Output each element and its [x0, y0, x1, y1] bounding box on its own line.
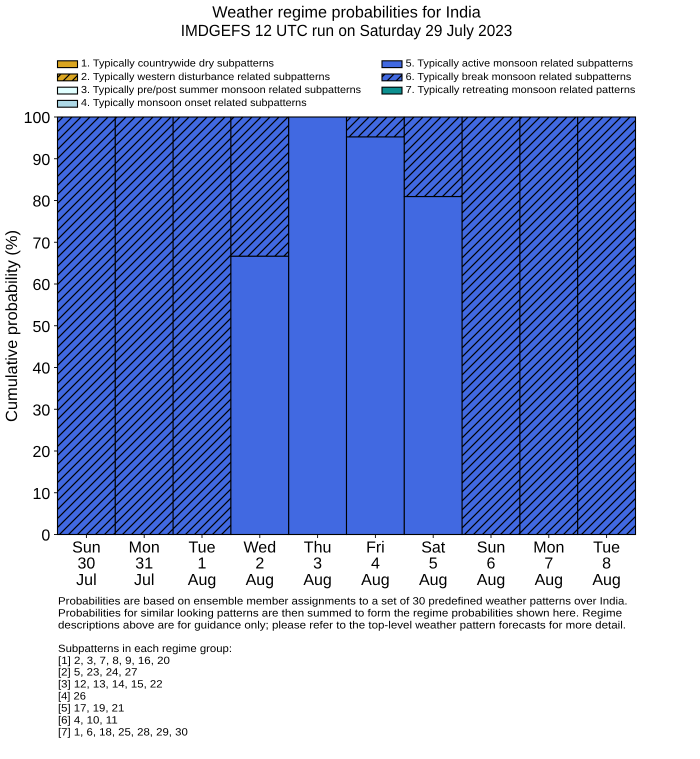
- svg-text:4: 4: [371, 556, 380, 573]
- svg-text:Sun: Sun: [72, 539, 100, 556]
- svg-text:Jul: Jul: [76, 572, 96, 589]
- svg-text:Fri: Fri: [366, 539, 385, 556]
- svg-text:[4] 26: [4] 26: [58, 691, 86, 703]
- svg-text:2: 2: [255, 556, 264, 573]
- svg-text:[3] 12, 13, 14, 15, 22: [3] 12, 13, 14, 15, 22: [58, 679, 163, 691]
- svg-text:30: 30: [78, 556, 96, 573]
- svg-text:Probabilities for similar look: Probabilities for similar looking patter…: [58, 608, 622, 620]
- svg-text:IMDGEFS 12 UTC run on Saturday: IMDGEFS 12 UTC run on Saturday 29 July 2…: [181, 22, 513, 40]
- svg-text:70: 70: [33, 235, 51, 252]
- svg-text:7: 7: [544, 556, 553, 573]
- svg-text:1: 1: [198, 556, 207, 573]
- svg-text:100: 100: [24, 110, 51, 127]
- svg-text:[2] 5, 23, 24, 27: [2] 5, 23, 24, 27: [58, 667, 138, 679]
- svg-text:Tue: Tue: [593, 539, 620, 556]
- svg-text:Thu: Thu: [304, 539, 332, 556]
- svg-text:descriptions above are for gui: descriptions above are for guidance only…: [58, 620, 626, 632]
- svg-text:Mon: Mon: [533, 539, 564, 556]
- svg-text:Cumulative probability (%): Cumulative probability (%): [3, 230, 21, 422]
- svg-text:Aug: Aug: [535, 572, 563, 589]
- svg-text:6: 6: [487, 556, 496, 573]
- svg-text:Aug: Aug: [592, 572, 620, 589]
- svg-text:1. Typically countrywide dry s: 1. Typically countrywide dry subpatterns: [81, 59, 274, 70]
- svg-text:Tue: Tue: [189, 539, 216, 556]
- svg-text:5: 5: [429, 556, 438, 573]
- svg-text:7. Typically retreating monsoo: 7. Typically retreating monsoon related …: [406, 85, 636, 96]
- svg-text:Jul: Jul: [134, 572, 154, 589]
- svg-text:3: 3: [313, 556, 322, 573]
- svg-text:10: 10: [33, 486, 51, 503]
- svg-text:8: 8: [602, 556, 611, 573]
- svg-text:2. Typically western disturban: 2. Typically western disturbance related…: [81, 72, 330, 83]
- svg-text:4. Typically monsoon onset rel: 4. Typically monsoon onset related subpa…: [81, 98, 307, 109]
- svg-text:Aug: Aug: [361, 572, 389, 589]
- svg-text:40: 40: [33, 361, 51, 378]
- svg-text:[7] 1, 6, 18, 25, 28, 29, 30: [7] 1, 6, 18, 25, 28, 29, 30: [58, 726, 188, 738]
- svg-text:6. Typically break monsoon rel: 6. Typically break monsoon related subpa…: [406, 72, 632, 83]
- svg-text:Sun: Sun: [477, 539, 505, 556]
- svg-text:20: 20: [33, 444, 51, 461]
- svg-text:0: 0: [41, 528, 50, 545]
- svg-text:Aug: Aug: [188, 572, 216, 589]
- svg-text:80: 80: [33, 194, 51, 211]
- svg-text:5. Typically active monsoon re: 5. Typically active monsoon related subp…: [406, 59, 634, 70]
- svg-text:[5] 17, 19, 21: [5] 17, 19, 21: [58, 703, 124, 715]
- svg-text:Aug: Aug: [246, 572, 274, 589]
- svg-text:3. Typically pre/post summer m: 3. Typically pre/post summer monsoon rel…: [81, 85, 361, 96]
- svg-text:Wed: Wed: [243, 539, 276, 556]
- svg-text:[6] 4, 10, 11: [6] 4, 10, 11: [58, 715, 118, 727]
- svg-text:Weather regime probabilities f: Weather regime probabilities for India: [212, 4, 481, 22]
- svg-text:Aug: Aug: [303, 572, 331, 589]
- svg-text:Aug: Aug: [419, 572, 447, 589]
- svg-text:90: 90: [33, 152, 51, 169]
- svg-text:Probabilities are based on ens: Probabilities are based on ensemble memb…: [58, 596, 628, 608]
- svg-text:Mon: Mon: [129, 539, 160, 556]
- svg-text:60: 60: [33, 277, 51, 294]
- svg-text:50: 50: [33, 319, 51, 336]
- svg-text:Aug: Aug: [477, 572, 505, 589]
- svg-text:Subpatterns in each regime gro: Subpatterns in each regime group:: [58, 643, 232, 655]
- svg-text:31: 31: [135, 556, 153, 573]
- svg-text:Sat: Sat: [421, 539, 446, 556]
- svg-text:30: 30: [33, 402, 51, 419]
- svg-text:[1] 2, 3, 7, 8, 9, 16, 20: [1] 2, 3, 7, 8, 9, 16, 20: [58, 655, 170, 667]
